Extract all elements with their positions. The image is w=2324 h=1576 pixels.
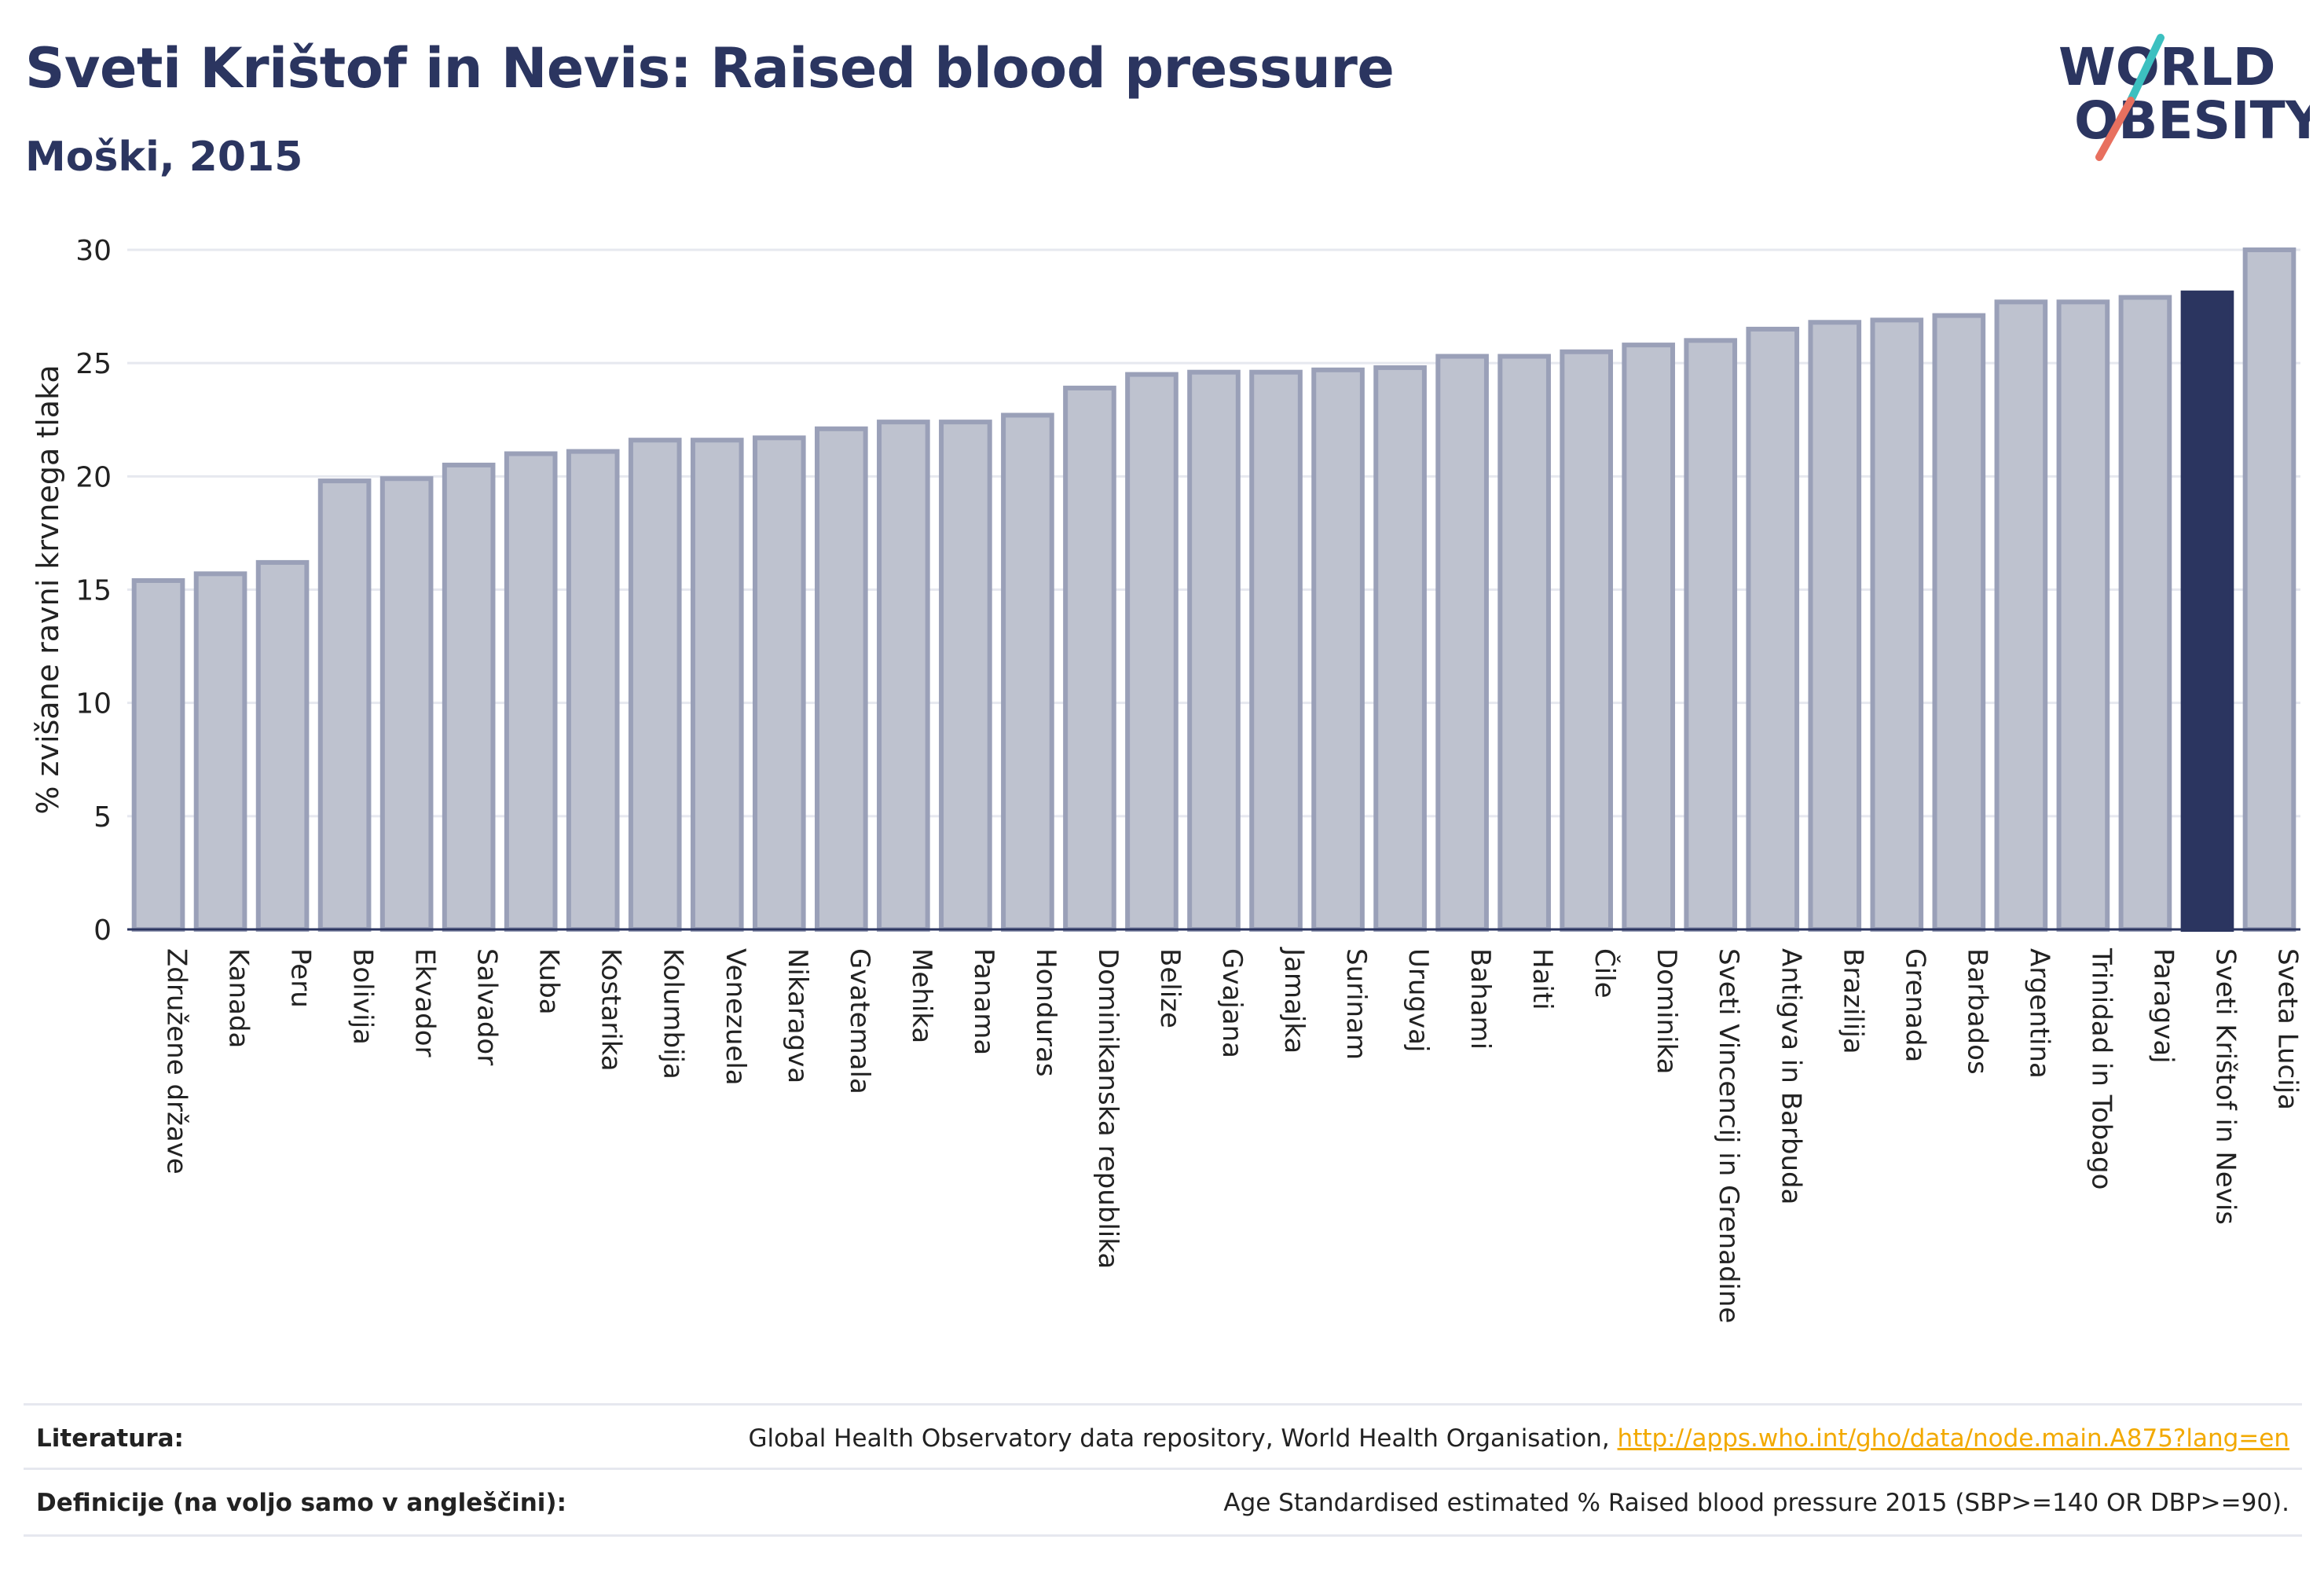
x-tick-label: Dominikanska republika (1092, 948, 1124, 1269)
x-tick-label: Kostarika (596, 948, 627, 1072)
y-tick-label: 25 (75, 348, 112, 380)
bar (1063, 385, 1116, 932)
y-tick-label: 10 (75, 688, 112, 720)
y-tick-label: 15 (75, 575, 112, 607)
x-tick-label: Kuba (533, 948, 565, 1015)
bar (877, 420, 930, 932)
bar (566, 449, 620, 932)
x-tick-label: Brazilija (1837, 948, 1868, 1054)
x-tick-label: Gvatemala (844, 948, 875, 1094)
bar (1684, 338, 1738, 933)
bar (1560, 349, 1613, 932)
x-tick-label: Haiti (1527, 948, 1558, 1010)
x-tick-label: Bahami (1464, 948, 1496, 1050)
x-tick-label: Venezuela (720, 948, 751, 1086)
y-tick-label: 5 (93, 801, 112, 834)
sources-link[interactable]: http://apps.who.int/gho/data/node.main.A… (1617, 1424, 2289, 1453)
logo-word-obesity: OBESITY (2074, 90, 2310, 151)
x-tick-label: Kolumbija (658, 948, 689, 1079)
y-tick-label: 0 (93, 914, 112, 947)
x-tick-label: Belize (1154, 948, 1186, 1028)
bar (1249, 369, 1303, 932)
footer-definition-row: Definicije (na voljo samo v angleščini):… (24, 1468, 2302, 1537)
bar (939, 420, 992, 932)
sources-text: Global Health Observatory data repositor… (748, 1424, 1618, 1453)
x-tick-label: Jamajka (1278, 947, 1310, 1054)
x-tick-label: Ekvador (409, 948, 441, 1057)
bar (815, 426, 868, 932)
x-tick-label: Honduras (1030, 948, 1061, 1077)
x-tick-label: Salvador (471, 948, 503, 1065)
bar (1746, 326, 1800, 932)
logo-slash-coral (2095, 97, 2135, 161)
bar (1187, 369, 1241, 932)
bar (2118, 295, 2172, 932)
x-tick-label: Bolivija (347, 948, 379, 1045)
x-tick-label: Panama (968, 948, 999, 1055)
bar (2242, 247, 2297, 932)
bar (379, 476, 434, 932)
x-tick-label: Trinidad in Tobago (2085, 947, 2117, 1189)
bar (442, 462, 496, 932)
bar (2180, 290, 2234, 932)
bar (1125, 372, 1178, 933)
x-tick-label: Mehika (906, 948, 937, 1043)
x-tick-label: Surinam (1340, 948, 1372, 1060)
x-tick-label: Gvajana (1216, 948, 1248, 1058)
footer-sources-row: Literatura: Global Health Observatory da… (24, 1403, 2302, 1470)
x-tick-label: Čile (1589, 948, 1621, 999)
definition-label: Definicije (na voljo samo v angleščini): (36, 1489, 566, 1517)
sources-value: Global Health Observatory data repositor… (748, 1424, 2289, 1453)
x-tick-label: Barbados (1961, 948, 1992, 1075)
definition-text: Age Standardised estimated % Raised bloo… (1223, 1489, 2289, 1517)
sources-label: Literatura: (36, 1424, 184, 1453)
chart-subtitle: Moški, 2015 (25, 134, 303, 181)
chart-title: Sveti Krištof in Nevis: Raised blood pre… (25, 36, 1395, 101)
y-axis-label: % zvišane ravni krvnega tlaka (31, 365, 65, 814)
bar (1373, 365, 1427, 932)
bar (690, 438, 744, 932)
x-tick-label: Sveta Lucija (2271, 948, 2303, 1110)
bar (1497, 354, 1551, 932)
x-tick-label: Antigva in Barbuda (1775, 948, 1806, 1204)
bar (1870, 317, 1924, 932)
logo-word-world: WORLD (2058, 37, 2276, 97)
bar (193, 571, 247, 932)
bar (255, 559, 310, 933)
bar (1932, 313, 1986, 933)
y-tick-label: 30 (75, 235, 112, 267)
bar (504, 451, 558, 932)
bar-chart: 0 5 10 15 20 25 30 % zvišane ravni krvnega tlak… (31, 235, 2303, 1323)
x-tick-label: Nikaragva (782, 948, 813, 1083)
x-tick-label: Grenada (1899, 948, 1930, 1062)
bar (752, 435, 806, 932)
x-tick-label: Sveti Krištof in Nevis (2209, 948, 2241, 1225)
x-tick-label: Argentina (2023, 948, 2055, 1079)
bar (628, 438, 682, 932)
x-tick-label: Sveti Vincencij in Grenadine (1713, 948, 1744, 1323)
bar (1808, 320, 1862, 932)
x-tick-label: Peru (285, 948, 317, 1008)
x-tick-label: Urugvaj (1402, 948, 1434, 1052)
x-tick-label: Kanada (223, 948, 255, 1048)
bar (317, 478, 372, 932)
y-tick-label: 20 (75, 461, 112, 493)
bar (2056, 299, 2110, 933)
bar (1311, 367, 1365, 933)
x-tick-label: Paragvaj (2147, 948, 2179, 1064)
x-tick-label: Združene države (161, 948, 192, 1175)
bar (1435, 354, 1489, 932)
bar (1001, 412, 1054, 932)
world-obesity-logo: WORLD OBESITY (2058, 34, 2310, 161)
x-tick-label: Dominika (1651, 948, 1682, 1074)
bar (1994, 299, 2048, 933)
bar (131, 577, 185, 932)
logo-slash-teal (2127, 34, 2165, 104)
bar (1622, 343, 1676, 933)
